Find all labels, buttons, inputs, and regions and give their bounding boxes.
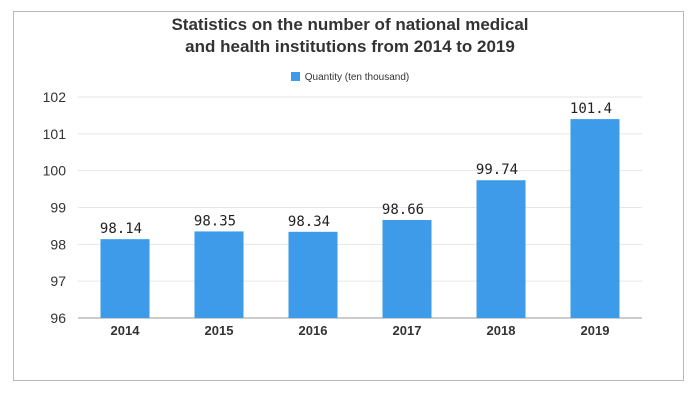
legend-swatch (290, 72, 300, 81)
legend-label: Quantity (ten thousand) (304, 72, 410, 83)
x-tick-label: 2018 (487, 323, 516, 338)
y-tick-label: 101 (43, 126, 67, 142)
chart-title-line-1: Statistics on the number of national med… (171, 15, 529, 34)
data-label: 98.14 (100, 221, 142, 237)
data-label: 98.34 (288, 214, 330, 230)
data-label: 98.66 (382, 202, 424, 218)
x-tick-label: 2015 (205, 323, 234, 338)
bar (288, 231, 338, 318)
bar (194, 231, 244, 318)
x-tick-label: 2019 (581, 323, 610, 338)
y-tick-label: 96 (50, 310, 66, 326)
bar (382, 220, 432, 318)
data-label: 101.4 (570, 101, 612, 117)
y-tick-label: 99 (50, 200, 66, 216)
y-tick-label: 100 (43, 163, 67, 179)
chart-legend: Quantity (ten thousand) (0, 72, 700, 84)
x-tick-label: 2016 (299, 323, 328, 338)
data-label: 99.74 (476, 162, 518, 178)
chart-title-line-2: and health institutions from 2014 to 201… (185, 37, 515, 56)
bar (476, 180, 526, 318)
bar (570, 119, 620, 318)
y-tick-label: 97 (50, 273, 66, 289)
data-label: 98.35 (194, 213, 236, 229)
bar (100, 239, 150, 318)
y-tick-label: 102 (43, 89, 67, 105)
x-tick-label: 2014 (111, 323, 141, 338)
y-tick-label: 98 (50, 236, 66, 252)
chart-title: Statistics on the number of national med… (0, 14, 700, 58)
x-tick-label: 2017 (393, 323, 422, 338)
